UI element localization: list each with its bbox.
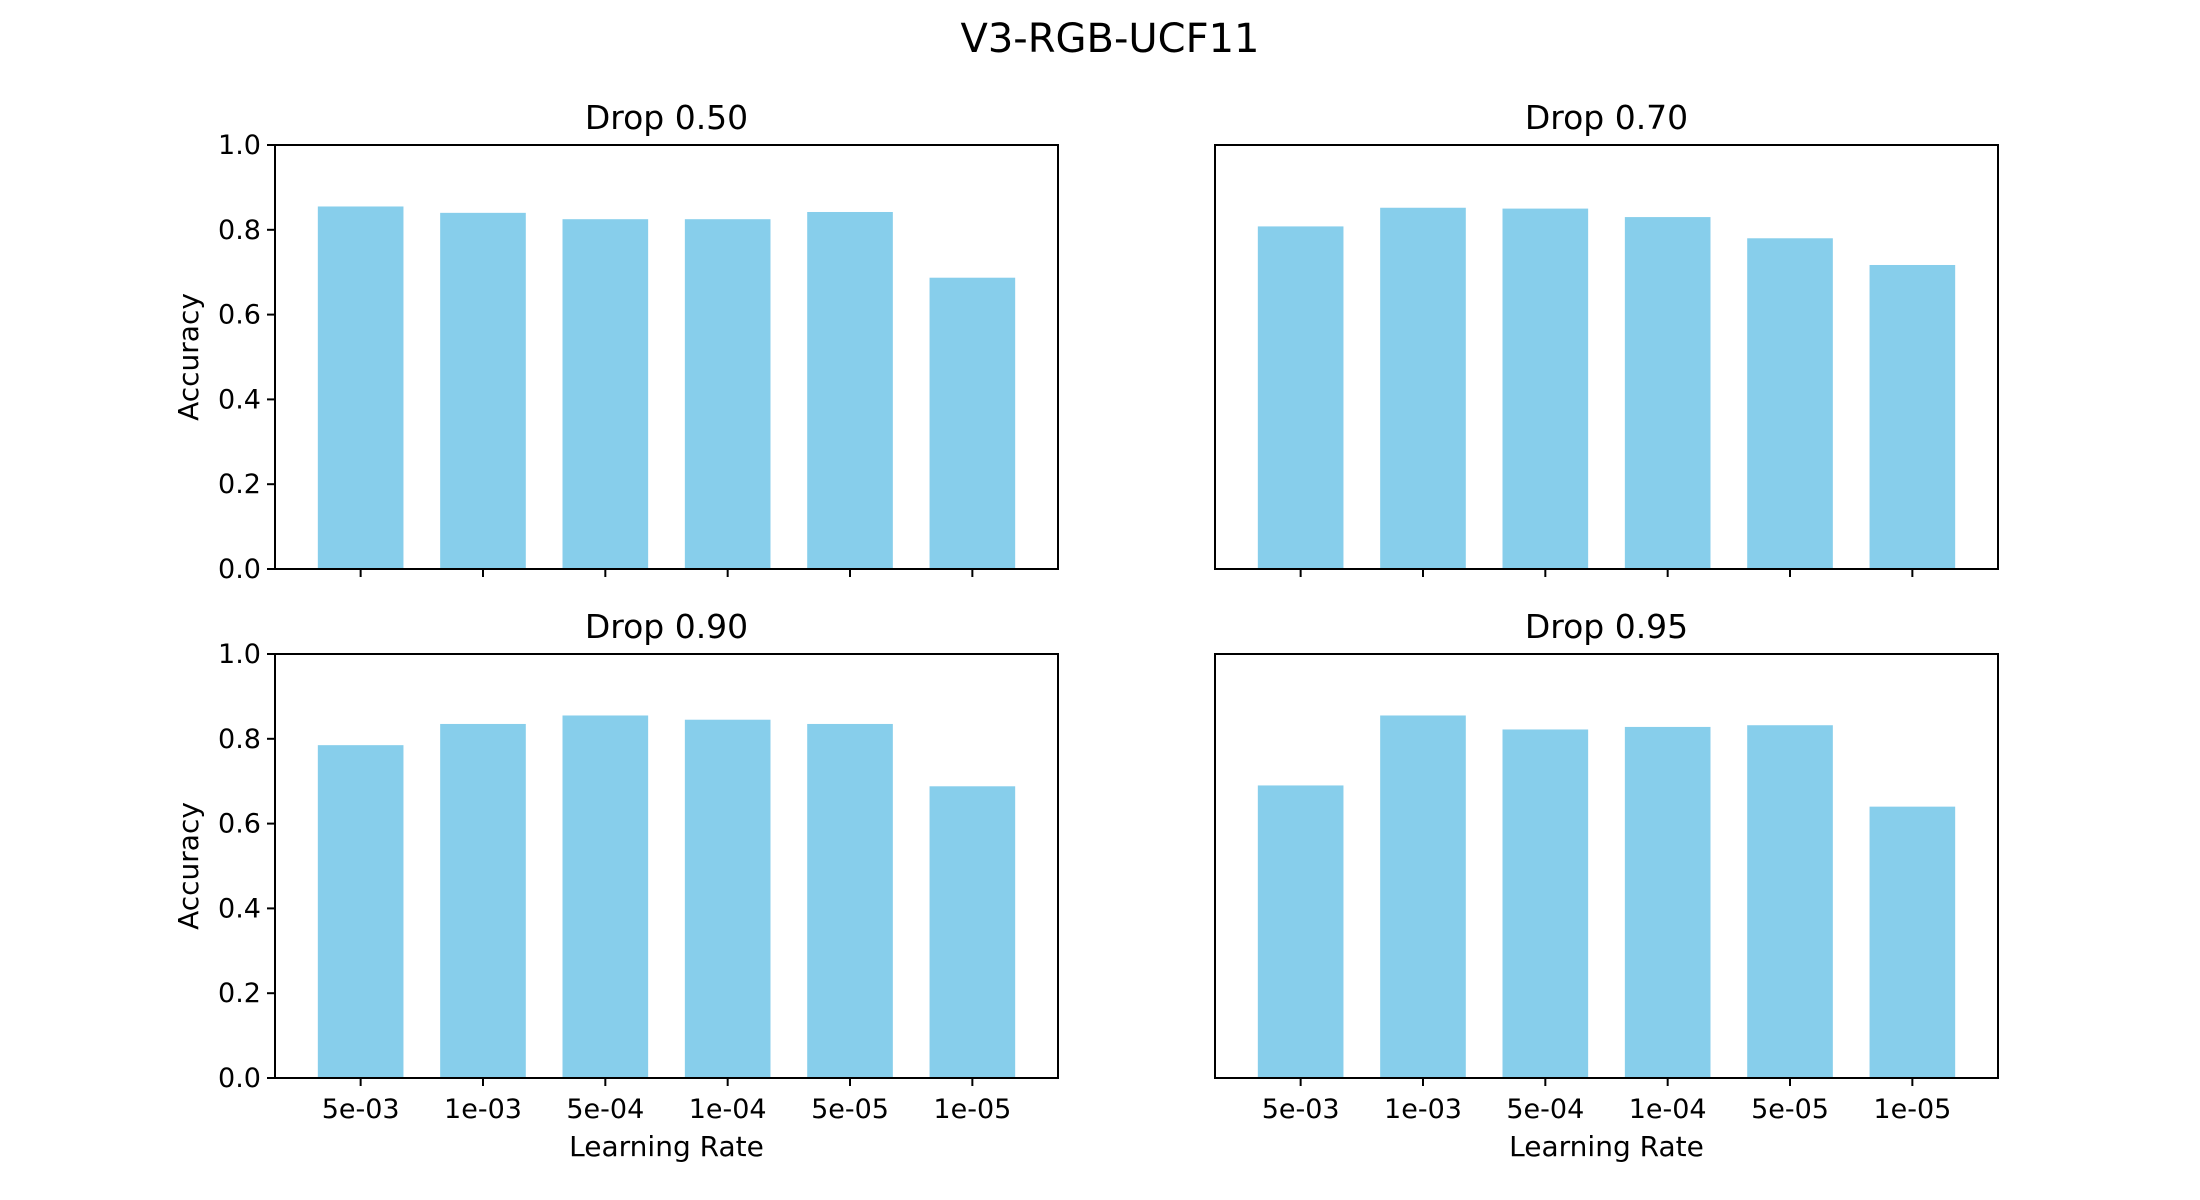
bar-5e-04 [562, 715, 649, 1078]
subplot-4: 5e-03 1e-03 5e-04 1e-04 5e-05 1e-05 Drop 0.95 L… [1214, 607, 1999, 1163]
bar-1e-04 [684, 719, 771, 1078]
bar-1e-05 [1869, 264, 1956, 569]
y-tick-label: 0.8 [218, 724, 261, 755]
y-tick-label: 0.2 [218, 978, 261, 1009]
axes-frame [1214, 144, 1999, 570]
x-tick-label: 1e-04 [689, 1094, 767, 1125]
y-tick-label: 0.4 [218, 384, 261, 415]
y-tick-label: 0.6 [218, 809, 261, 840]
bar-5e-04 [1502, 208, 1589, 569]
bar-1e-04 [1624, 217, 1711, 569]
y-tick-label: 0.8 [218, 215, 261, 246]
figure-title: V3-RGB-UCF11 [960, 16, 1259, 62]
y-tick-label: 0.0 [218, 1063, 261, 1094]
subplot-3: 5e-03 1e-03 5e-04 1e-04 5e-05 1e-05 Drop 0.90 0… [172, 607, 1059, 1163]
bar-1e-03 [1380, 715, 1466, 1078]
x-tick-label: 5e-03 [1262, 1094, 1340, 1125]
bar-5e-03 [317, 206, 404, 570]
bar-5e-04 [1502, 729, 1589, 1078]
bar-1e-04 [1624, 726, 1711, 1078]
bar-1e-03 [440, 212, 526, 569]
x-tick-label: 5e-04 [1506, 1094, 1584, 1125]
x-tick-label: 1e-03 [444, 1094, 522, 1125]
bar-1e-04 [684, 219, 771, 569]
subplot-1: Drop 0.50 0.0 0.2 0.4 0.6 0.8 1.0 Accuracy [172, 98, 1059, 585]
x-axis-label: Learning Rate [569, 1130, 764, 1163]
y-tick-label: 1.0 [218, 130, 261, 161]
x-tick-label: 1e-05 [933, 1094, 1011, 1125]
x-tick-label: 5e-05 [1751, 1094, 1829, 1125]
bar-5e-05 [1747, 238, 1833, 569]
bar-1e-05 [929, 277, 1016, 569]
y-tick-label: 1.0 [218, 639, 261, 670]
x-tick-label: 5e-05 [811, 1094, 889, 1125]
y-axis-label: Accuracy [172, 293, 205, 421]
bar-5e-05 [807, 723, 893, 1078]
bar-5e-05 [1747, 725, 1833, 1078]
bar-5e-04 [562, 219, 649, 569]
bar-5e-05 [807, 211, 893, 570]
bar-5e-03 [1257, 226, 1344, 569]
subplot-title: Drop 0.70 [1525, 98, 1688, 137]
y-axis-label: Accuracy [172, 802, 205, 930]
bar-1e-05 [929, 786, 1016, 1078]
bar-1e-03 [1380, 207, 1466, 569]
x-tick-label: 5e-04 [566, 1094, 644, 1125]
bar-1e-05 [1869, 806, 1956, 1078]
x-tick-label: 1e-03 [1384, 1094, 1462, 1125]
y-tick-label: 0.4 [218, 893, 261, 924]
x-tick-label: 5e-03 [322, 1094, 400, 1125]
x-tick-label: 1e-05 [1873, 1094, 1951, 1125]
axes-frame [274, 653, 1059, 1079]
y-tick-label: 0.6 [218, 300, 261, 331]
bar-5e-03 [1257, 785, 1344, 1078]
subplot-grid: Drop 0.500.00.20.40.60.81.0AccuracyDrop … [172, 98, 1999, 1163]
subplot-title: Drop 0.50 [585, 98, 748, 137]
subplot-title: Drop 0.90 [585, 607, 748, 646]
x-tick-label: 1e-04 [1629, 1094, 1707, 1125]
axes-frame [274, 144, 1059, 570]
bar-5e-03 [317, 745, 404, 1078]
axes-frame [1214, 653, 1999, 1079]
subplot-title: Drop 0.95 [1525, 607, 1688, 646]
x-axis-label: Learning Rate [1509, 1130, 1704, 1163]
subplot-2: Drop 0.70 [1214, 98, 1999, 577]
y-tick-label: 0.2 [218, 469, 261, 500]
bar-1e-03 [440, 723, 526, 1078]
y-tick-label: 0.0 [218, 554, 261, 585]
